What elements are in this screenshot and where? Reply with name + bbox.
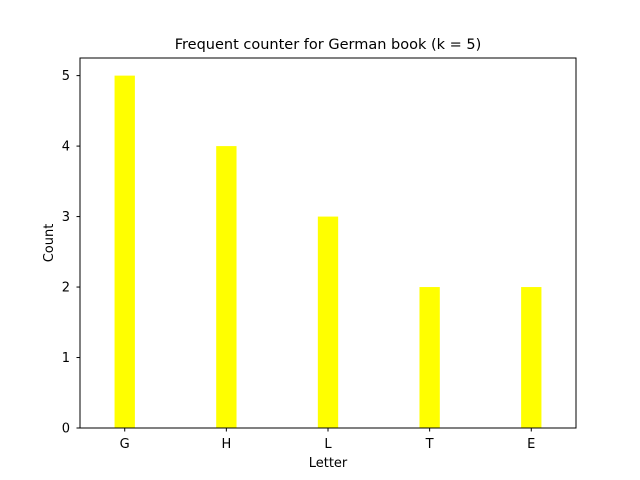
x-tick-label: E (527, 437, 535, 452)
y-tick-label: 0 (62, 422, 70, 437)
x-axis-label: Letter (309, 456, 348, 471)
bar-E (521, 287, 542, 428)
bar-L (317, 216, 339, 428)
bars-group (114, 75, 542, 428)
x-tick-label: G (120, 437, 130, 452)
bar-H (216, 146, 237, 428)
y-tick-label: 1 (62, 351, 70, 366)
y-tick-label: 4 (62, 140, 70, 155)
y-tick-label: 3 (62, 210, 70, 225)
x-tick-label: L (324, 437, 332, 452)
chart-title: Frequent counter for German book (k = 5) (175, 37, 482, 53)
y-tick-label: 5 (62, 69, 70, 84)
plot-frame (79, 57, 577, 429)
x-tick-label: H (221, 437, 231, 452)
y-tick-label: 2 (62, 281, 70, 296)
bar-T (419, 287, 440, 428)
x-tick-label: T (425, 437, 434, 452)
bar-G (114, 75, 135, 428)
y-axis-label: Count (42, 224, 57, 263)
y-axis: 0 1 2 3 4 5 (62, 69, 80, 437)
